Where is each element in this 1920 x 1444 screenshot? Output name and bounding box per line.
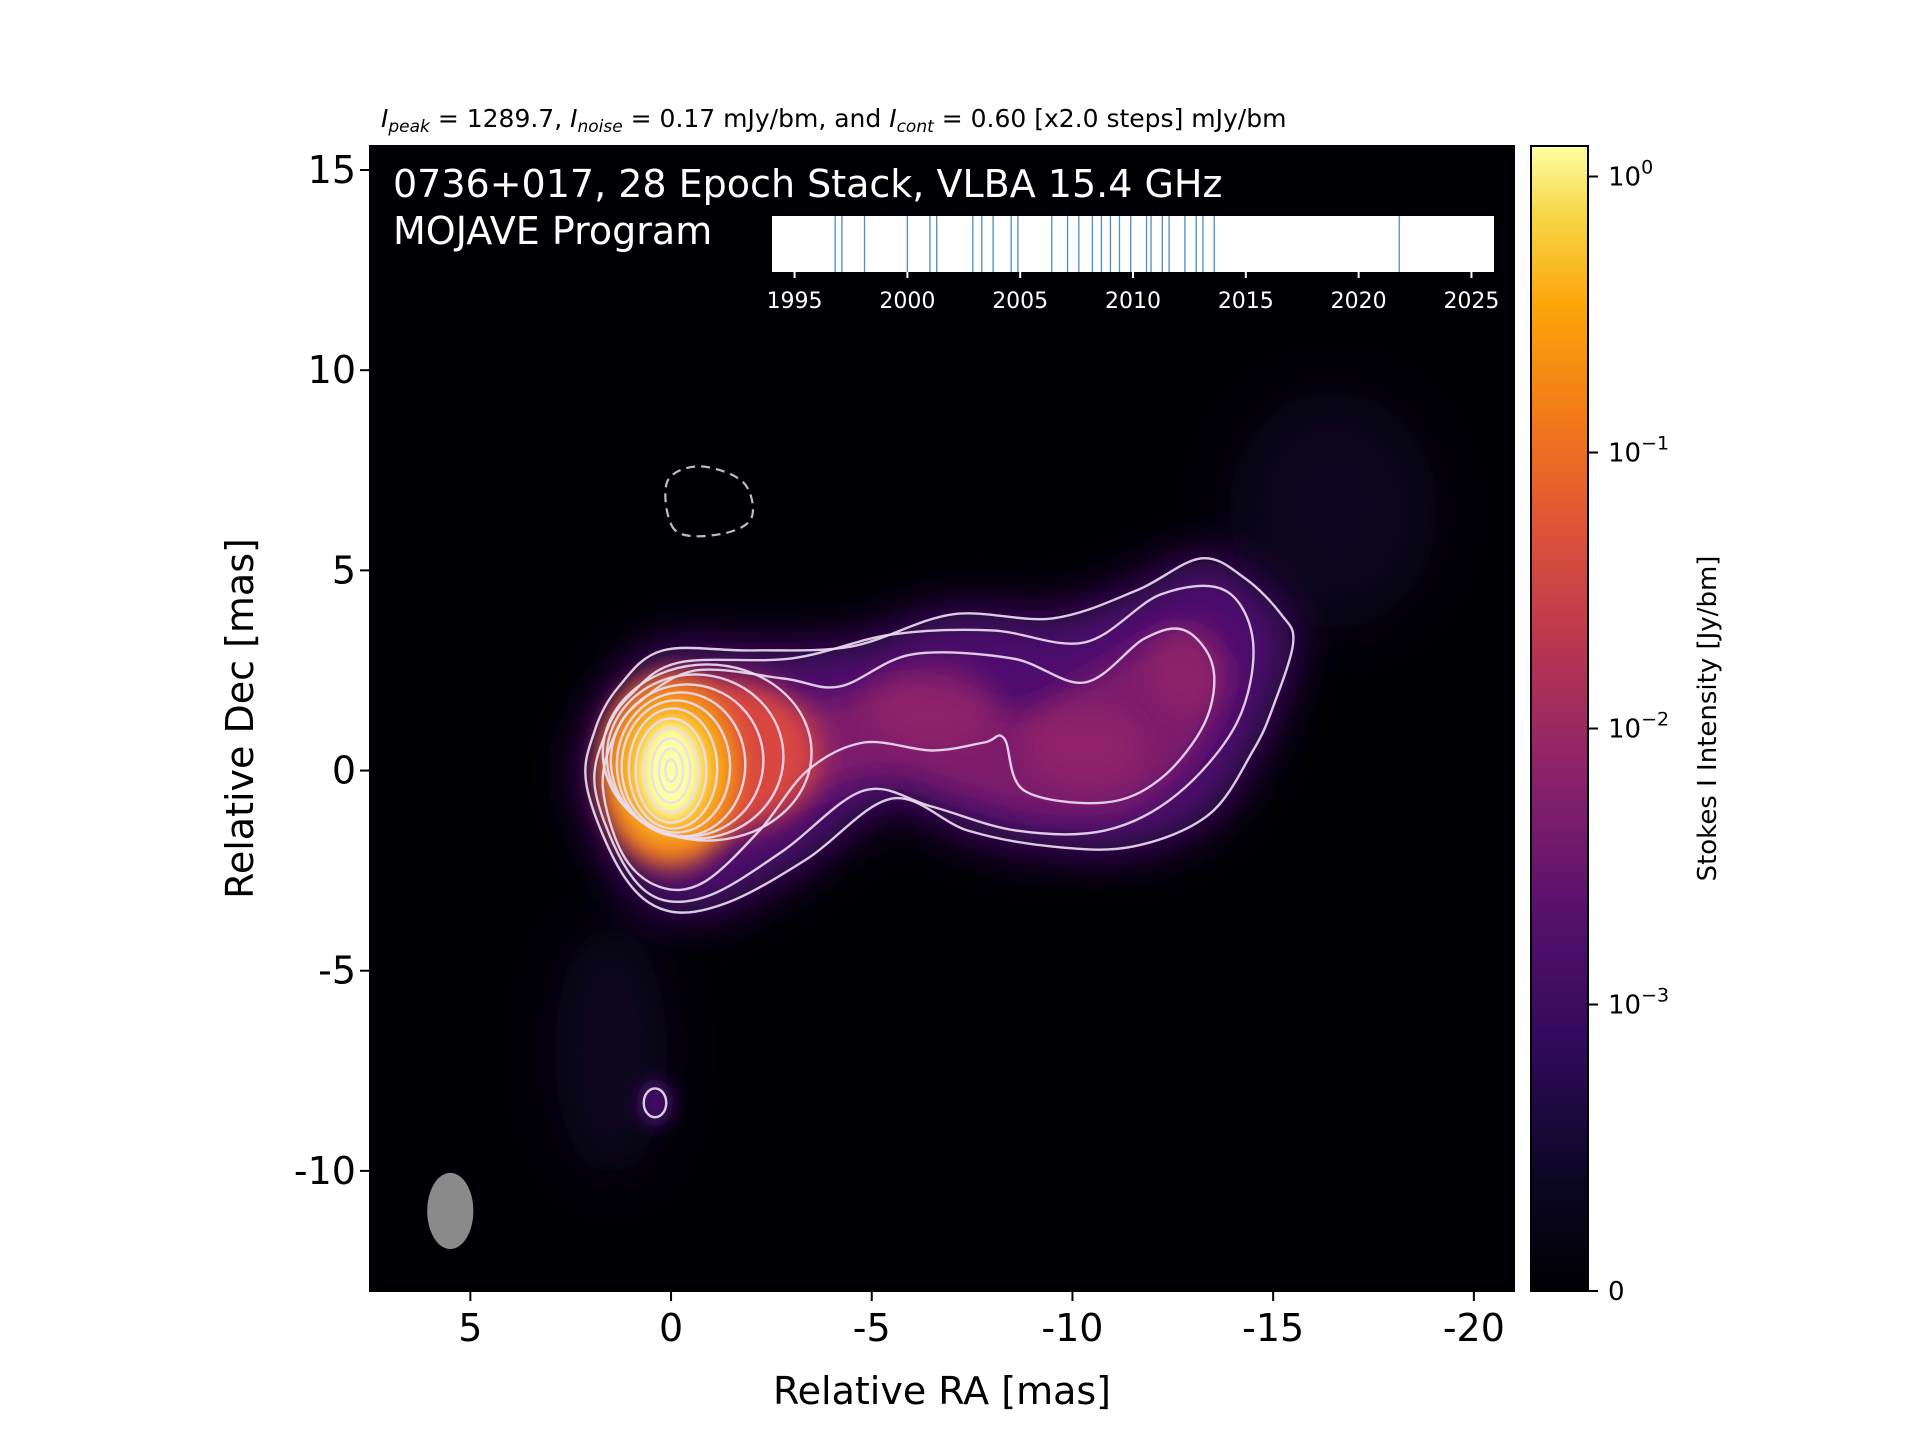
y-axis-label: Relative Dec [mas] (218, 538, 262, 899)
colorbar-tick-label: 10−2 (1608, 709, 1669, 745)
faint-southern-emission (554, 922, 668, 1179)
colorbar-label: Stokes I Intensity [Jy/bm] (1693, 556, 1723, 882)
x-tick-label: 5 (458, 1306, 482, 1350)
y-tick-label: 0 (332, 749, 356, 793)
map-title-line1: 0736+017, 28 Epoch Stack, VLBA 15.4 GHz (393, 162, 1222, 206)
y-tick-label: 5 (332, 548, 356, 592)
contour-level-3 (601, 627, 1216, 892)
timeline-tick-label: 2020 (1331, 289, 1387, 314)
contour-core-level-11 (642, 727, 700, 814)
map-statistics-header: Ipeak = 1289.7, Inoise = 0.17 mJy/bm, an… (381, 104, 1286, 137)
x-axis-label: Relative RA [mas] (773, 1369, 1111, 1413)
noise-subscript: noise (577, 117, 622, 137)
y-tick-label: -10 (294, 1149, 356, 1193)
x-tick-label: -10 (1041, 1306, 1103, 1350)
colorbar-gradient (1530, 145, 1589, 1292)
colorbar: 100 10−1 10−2 10−3 0 Stokes I Intensity [Jy/… (1530, 145, 1723, 1307)
timeline-box (772, 216, 1494, 272)
faint-western-emission (1229, 390, 1438, 631)
timeline-tick-label: 2005 (992, 289, 1048, 314)
x-axis: 5 0 -5 -10 -15 -20 (458, 1291, 1505, 1350)
noise-symbol: I (570, 104, 577, 133)
timeline-tick-label: 2010 (1105, 289, 1161, 314)
epoch-timeline: 1995 2000 2005 2010 2015 2020 2025 (767, 216, 1499, 314)
contour-southern-blob (642, 1087, 668, 1119)
colorbar-tick-label: 100 (1608, 157, 1653, 193)
peak-subscript: peak (387, 117, 431, 137)
colorbar-ticks: 100 10−1 10−2 10−3 0 (1588, 157, 1669, 1307)
jet-knot-east (867, 666, 997, 747)
noise-text: = 0.17 mJy/bm, and (623, 104, 890, 133)
peak-symbol: I (381, 104, 388, 133)
cont-symbol: I (889, 104, 896, 133)
colorbar-tick-label: 0 (1608, 1277, 1625, 1307)
x-tick-label: -5 (853, 1306, 891, 1350)
contour-level-1 (584, 557, 1295, 914)
negative-contour (664, 465, 755, 538)
contour-core-level-14 (664, 758, 678, 783)
timeline-tick-label: 2015 (1218, 289, 1274, 314)
timeline-tick-label: 2000 (879, 289, 935, 314)
map-title-line2: MOJAVE Program (393, 209, 712, 253)
y-tick-label: -5 (318, 949, 356, 993)
contour-core-level-8 (620, 699, 732, 834)
emission-layer (554, 390, 1438, 1179)
colorbar-tick-label: 10−3 (1608, 985, 1669, 1021)
contour-core-level-9 (627, 707, 719, 830)
intensity-map: 0736+017, 28 Epoch Stack, VLBA 15.4 GHz … (294, 145, 1515, 1350)
plot-frame (369, 145, 1515, 1292)
contour-core-level-4 (601, 663, 813, 842)
contour-core-level-13 (657, 747, 685, 794)
cont-subscript: cont (897, 117, 936, 137)
contour-core-level-7 (615, 691, 747, 838)
x-tick-label: 0 (659, 1306, 683, 1350)
timeline-tick-label: 1995 (767, 289, 823, 314)
y-axis: 15 10 5 0 -5 -10 (294, 148, 370, 1193)
contour-core-level-10 (634, 717, 708, 824)
jet-knot-west (1148, 626, 1221, 715)
y-tick-label: 10 (308, 348, 356, 392)
contour-core-level-12 (650, 737, 692, 804)
y-tick-label: 15 (308, 148, 356, 192)
contour-core-level-5 (605, 673, 785, 840)
x-tick-label: -20 (1443, 1306, 1505, 1350)
southern-blob (636, 1078, 674, 1127)
jet-knot-middle (1024, 706, 1145, 787)
contour-layer (584, 465, 1295, 1119)
timeline-tick-label: 2025 (1443, 289, 1499, 314)
contour-level-2 (593, 584, 1255, 904)
x-tick-label: -15 (1242, 1306, 1304, 1350)
peak-text: = 1289.7, (430, 104, 570, 133)
colorbar-tick-label: 10−1 (1608, 433, 1669, 469)
map-title: 0736+017, 28 Epoch Stack, VLBA 15.4 GHz … (393, 162, 1222, 253)
cont-text: = 0.60 [x2.0 steps] mJy/bm (934, 104, 1287, 133)
beam-ellipse (427, 1172, 474, 1249)
